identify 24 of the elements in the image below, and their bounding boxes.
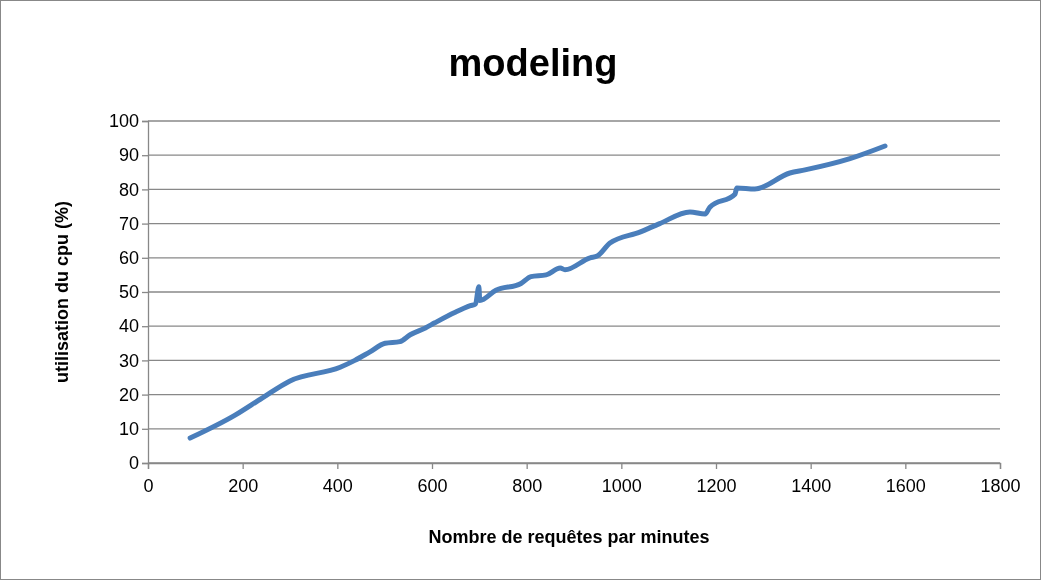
y-tick-label: 10 bbox=[118, 419, 139, 440]
x-tick-label: 600 bbox=[417, 475, 448, 496]
y-tick-label: 30 bbox=[118, 350, 139, 371]
y-tick-label: 70 bbox=[118, 213, 139, 234]
x-tick-label: 400 bbox=[322, 475, 353, 496]
chart-title: modeling bbox=[448, 42, 618, 84]
x-axis-title: Nombre de requêtes par minutes bbox=[428, 527, 710, 547]
y-tick-label: 90 bbox=[118, 145, 139, 166]
x-tick-label: 1000 bbox=[601, 475, 642, 496]
x-tick-label: 800 bbox=[512, 475, 543, 496]
y-tick-label: 60 bbox=[118, 248, 139, 269]
x-tick-label: 200 bbox=[228, 475, 259, 496]
y-axis-title: utilisation du cpu (%) bbox=[52, 201, 72, 383]
y-tick-label: 50 bbox=[118, 282, 139, 303]
y-tick-label: 20 bbox=[118, 384, 139, 405]
x-tick-label: 1400 bbox=[791, 475, 832, 496]
y-tick-label: 100 bbox=[108, 111, 139, 132]
x-tick-label: 1600 bbox=[885, 475, 926, 496]
x-tick-label: 1800 bbox=[980, 475, 1021, 496]
y-tick-label: 40 bbox=[118, 316, 139, 337]
x-tick-label: 1200 bbox=[696, 475, 737, 496]
y-tick-label: 0 bbox=[128, 453, 139, 474]
y-tick-label: 80 bbox=[118, 179, 139, 200]
x-tick-label: 0 bbox=[143, 475, 154, 496]
